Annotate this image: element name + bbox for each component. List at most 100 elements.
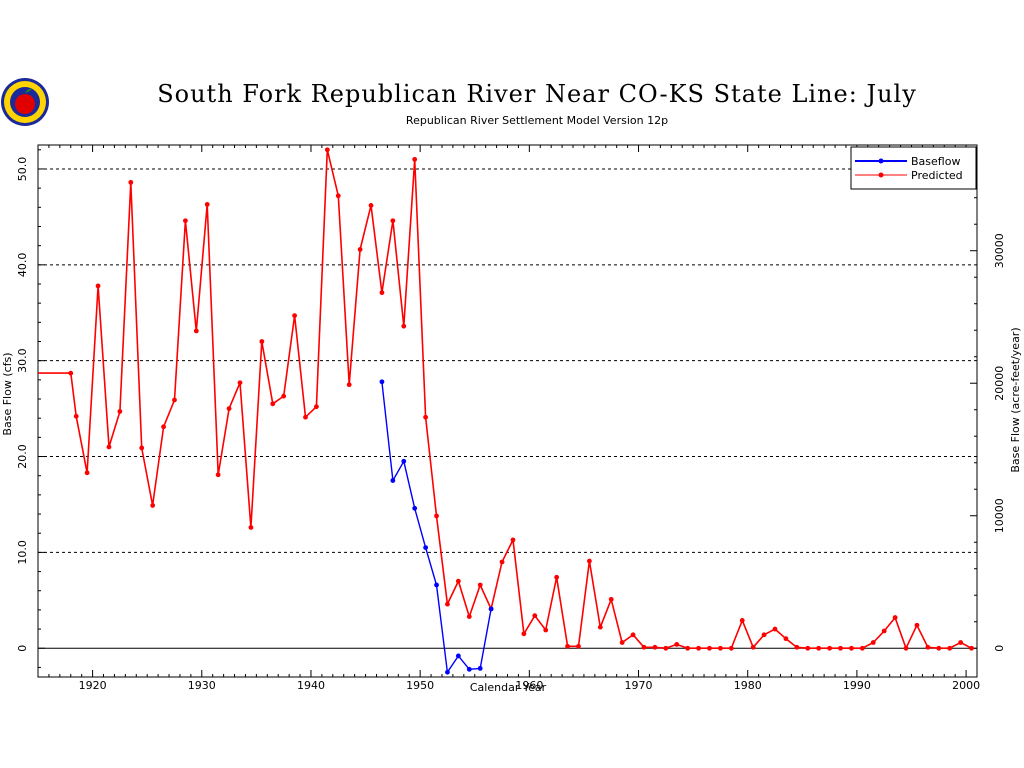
- x-tick-label: 1940: [297, 679, 325, 692]
- data-point-predicted: [827, 645, 832, 651]
- data-point-predicted: [193, 328, 199, 334]
- y-axis-right-label: Base Flow (acre-feet/year): [1009, 327, 1022, 472]
- data-point-predicted: [226, 406, 232, 412]
- data-point-predicted: [641, 644, 647, 650]
- data-point-predicted: [95, 283, 101, 289]
- data-point-baseflow: [445, 669, 450, 675]
- y-right-tick-label: 20000: [993, 366, 1006, 401]
- y-right-tick-label: 10000: [993, 498, 1006, 533]
- x-tick-label: 1960: [515, 679, 543, 692]
- data-point-predicted: [947, 645, 953, 651]
- data-point-predicted: [925, 644, 931, 650]
- data-point-predicted: [368, 202, 374, 208]
- data-point-predicted: [324, 147, 330, 153]
- data-point-predicted: [619, 640, 625, 645]
- data-point-predicted: [554, 574, 560, 580]
- data-point-baseflow: [390, 478, 396, 483]
- data-point-predicted: [477, 582, 483, 588]
- data-point-predicted: [466, 614, 472, 620]
- data-point-predicted: [859, 645, 865, 651]
- data-point-predicted: [849, 645, 854, 651]
- y-axis-right: 0 10000 20000 30000: [970, 170, 1006, 652]
- data-point-predicted: [84, 470, 90, 476]
- data-point-predicted: [521, 631, 527, 637]
- data-point-predicted: [401, 323, 407, 329]
- data-point-predicted: [892, 615, 898, 620]
- data-point-predicted: [816, 645, 822, 651]
- data-point-predicted: [379, 290, 385, 296]
- x-tick-label: 1930: [188, 679, 216, 692]
- data-point-predicted: [259, 339, 265, 344]
- data-point-predicted: [718, 645, 723, 651]
- data-point-baseflow: [477, 665, 483, 671]
- data-point-predicted: [608, 596, 614, 602]
- series-predicted: [38, 147, 974, 651]
- leaf-icon: [25, 88, 32, 93]
- data-point-predicted: [237, 380, 243, 386]
- x-axis-label: Calendar Year: [470, 681, 547, 694]
- data-point-predicted: [543, 627, 549, 633]
- data-point-predicted: [68, 370, 74, 376]
- data-point-predicted: [969, 645, 974, 651]
- data-point-predicted: [150, 503, 156, 508]
- y-axis: 0 10.0 20.0 30.0 40.0 50.0: [16, 149, 45, 668]
- y-tick-label: 20.0: [16, 444, 29, 469]
- legend-label-predicted: Predicted: [911, 169, 963, 182]
- y-axis-label: Base Flow (cfs): [1, 352, 14, 435]
- data-point-predicted: [674, 642, 680, 647]
- x-tick-label: 1970: [625, 679, 653, 692]
- data-point-predicted: [303, 414, 308, 420]
- data-point-predicted: [936, 645, 942, 651]
- data-point-predicted: [346, 382, 352, 388]
- plot-frame: [37, 144, 978, 678]
- data-point-predicted: [161, 424, 166, 430]
- data-point-predicted: [357, 247, 363, 252]
- data-point-predicted: [870, 640, 876, 645]
- data-point-predicted: [761, 632, 767, 638]
- data-point-predicted: [510, 537, 516, 543]
- logo: [1, 78, 49, 126]
- data-point-predicted: [576, 643, 581, 649]
- x-tick-label: 1920: [79, 679, 107, 692]
- data-point-baseflow: [401, 458, 407, 464]
- data-point-predicted: [652, 644, 658, 650]
- data-point-predicted: [838, 645, 843, 651]
- data-point-predicted: [696, 645, 701, 651]
- data-point-predicted: [204, 202, 210, 207]
- data-point-predicted: [434, 513, 439, 519]
- y-tick-label: 10.0: [16, 540, 29, 565]
- y-tick-label: 0: [16, 645, 29, 652]
- legend-marker-predicted: [878, 172, 884, 178]
- x-tick-label: 1980: [734, 679, 762, 692]
- series-baseflow: [379, 379, 494, 675]
- data-point-predicted: [270, 401, 276, 407]
- data-point-baseflow: [379, 379, 385, 385]
- data-point-predicted: [914, 622, 920, 628]
- data-point-predicted: [597, 624, 603, 630]
- x-tick-label: 1990: [843, 679, 871, 692]
- x-axis: 1920 1930 1940 1950 1960 1970 1980 1990 2000: [37, 145, 980, 692]
- data-point-predicted: [903, 645, 909, 651]
- data-point-predicted: [117, 409, 123, 414]
- data-point-predicted: [445, 601, 450, 607]
- x-tick-label: 2000: [952, 679, 980, 692]
- data-point-predicted: [794, 644, 800, 650]
- data-point-predicted: [73, 413, 79, 419]
- data-point-baseflow: [488, 606, 494, 612]
- data-point-predicted: [139, 445, 145, 451]
- data-point-predicted: [248, 525, 254, 530]
- data-point-predicted: [172, 397, 177, 403]
- data-point-baseflow: [434, 582, 439, 588]
- data-point-predicted: [750, 644, 756, 650]
- data-point-predicted: [739, 618, 745, 623]
- data-point-predicted: [565, 643, 570, 649]
- series-layer: [38, 147, 974, 675]
- chart-title: South Fork Republican River Near CO-KS S…: [157, 80, 917, 108]
- legend-box: [850, 146, 977, 190]
- data-point-predicted: [390, 218, 396, 224]
- data-point-predicted: [281, 393, 287, 399]
- series-line-predicted: [38, 149, 972, 650]
- data-point-predicted: [412, 156, 418, 162]
- data-point-predicted: [772, 626, 778, 632]
- legend-marker-baseflow: [878, 158, 884, 164]
